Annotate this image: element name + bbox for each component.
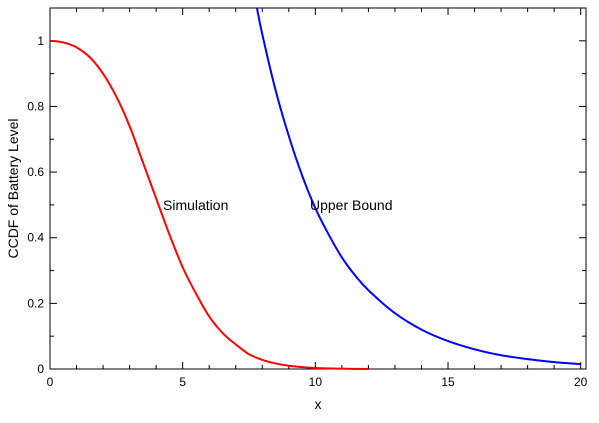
plot-frame	[49, 7, 587, 370]
simulation-line	[49, 39, 369, 370]
y-axis-ticks: 0 0.2 0.4 0.6 0.8 1	[27, 7, 586, 376]
y-tick-label: 1	[37, 34, 44, 48]
x-tick-label: 0	[47, 375, 54, 389]
x-axis-title: x	[315, 396, 322, 412]
x-axis-ticks: 0 5 10 15 20	[47, 8, 588, 389]
simulation-curve-label: Simulation	[163, 197, 228, 213]
y-axis-title: CCDF of Battery Level	[5, 118, 21, 258]
x-tick-label: 20	[574, 375, 588, 389]
upper-bound-line	[255, 7, 581, 366]
x-tick-label: 15	[441, 375, 455, 389]
y-tick-label: 0.4	[27, 231, 44, 245]
y-tick-label: 0.8	[27, 99, 44, 113]
y-tick-label: 0.2	[27, 296, 44, 310]
series-layer	[49, 7, 581, 370]
x-tick-label: 10	[309, 375, 323, 389]
y-tick-label: 0.6	[27, 165, 44, 179]
x-tick-label: 5	[179, 375, 186, 389]
upper-bound-curve-label: Upper Bound	[310, 197, 393, 213]
y-tick-label: 0	[37, 362, 44, 376]
